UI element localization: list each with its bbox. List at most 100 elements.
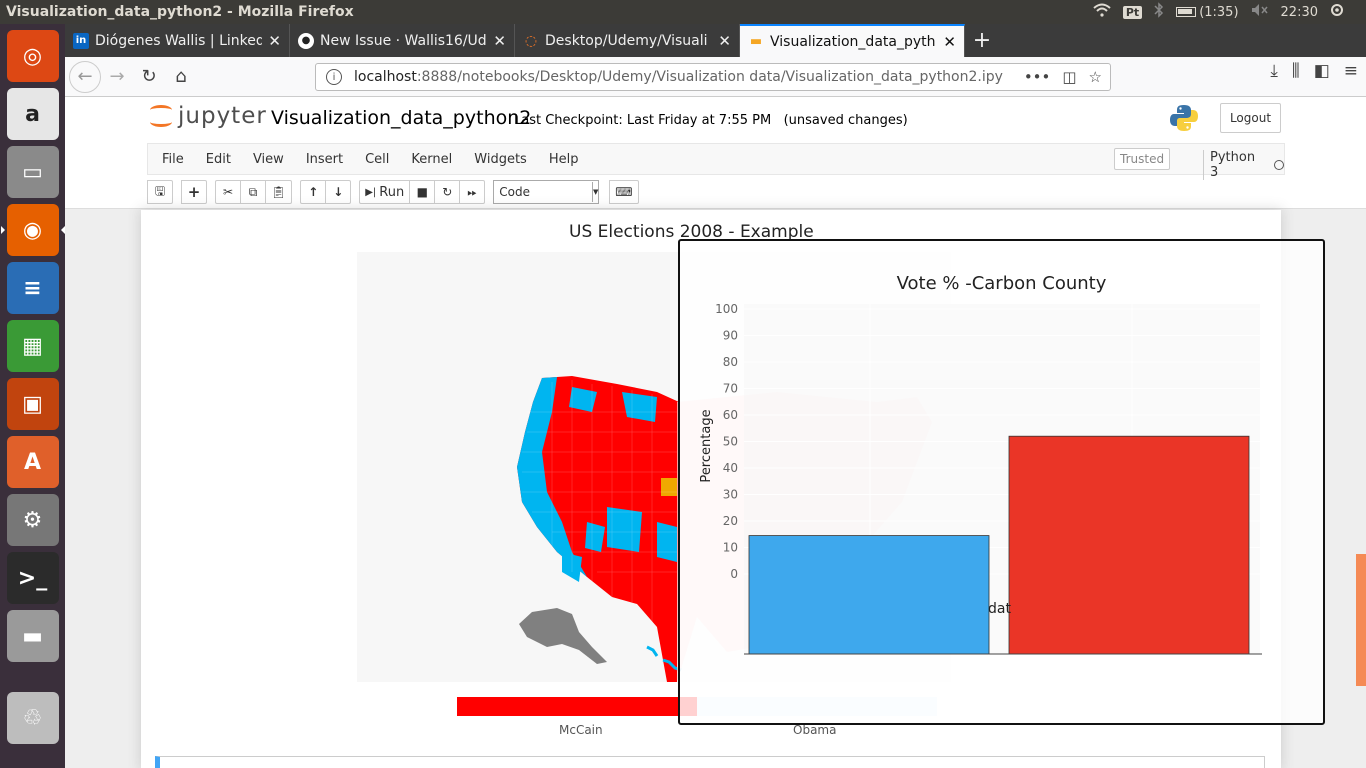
close-tab-icon[interactable]: ✕: [943, 32, 956, 51]
restart-button[interactable]: ↻: [434, 180, 461, 204]
launcher-calc-icon[interactable]: ▦: [6, 320, 59, 372]
tab-linkedin[interactable]: in Diógenes Wallis | Linked ✕: [65, 24, 290, 57]
menu-insert[interactable]: Insert: [305, 151, 344, 167]
map-alaska: [519, 608, 607, 664]
jupyter-icon: ◌: [524, 32, 538, 49]
map-orange-patch: [661, 478, 677, 496]
launcher-trash-icon[interactable]: ♲: [6, 692, 59, 744]
fast-forward-icon: ⏩︎: [467, 184, 478, 199]
volume-muted-icon[interactable]: [1251, 3, 1269, 21]
menu-edit[interactable]: Edit: [205, 151, 231, 167]
url-text[interactable]: localhost:8888/notebooks/Desktop/Udemy/V…: [354, 69, 1024, 85]
menu-help[interactable]: Help: [548, 151, 579, 167]
map-blue-patch-3: [607, 507, 642, 552]
toolbar-right: ⤓ ⫼ ◧ ≡: [1270, 61, 1358, 81]
url-bar[interactable]: i localhost:8888/notebooks/Desktop/Udemy…: [315, 63, 1111, 91]
jupyter-logo[interactable]: jupyter: [150, 103, 267, 129]
move-down-button[interactable]: ↓: [325, 180, 352, 204]
popup-chart-title: Vote % -Carbon County: [896, 273, 1107, 294]
power-gear-icon[interactable]: [1330, 3, 1344, 21]
interrupt-button[interactable]: ■: [409, 180, 436, 204]
launcher-disk-icon[interactable]: ▬: [6, 610, 59, 662]
jupyter-logo-text: jupyter: [178, 103, 267, 129]
battery-indicator[interactable]: (1:35): [1176, 5, 1239, 20]
y-tick-label: 70: [723, 382, 738, 396]
hamburger-menu-icon[interactable]: ≡: [1343, 61, 1358, 81]
kernel-name: Python 3: [1210, 150, 1256, 180]
clock[interactable]: 22:30: [1280, 4, 1318, 20]
bar-mccain: [1008, 435, 1250, 655]
bookmark-star-icon[interactable]: ☆: [1088, 68, 1102, 86]
scrollbar-thumb[interactable]: [1356, 554, 1366, 686]
keyboard-icon: ⌨: [615, 185, 633, 199]
site-info-icon[interactable]: i: [326, 69, 342, 85]
insert-cell-button[interactable]: +: [181, 180, 207, 204]
browser-nav-bar: ← → ↻ ⌂ i localhost:8888/notebooks/Deskt…: [65, 57, 1366, 97]
run-button[interactable]: ▶| Run: [359, 180, 411, 204]
home-button[interactable]: ⌂: [165, 61, 197, 93]
reload-icon: ↻: [141, 66, 157, 87]
cell-type-select[interactable]: Code ▼: [493, 180, 600, 204]
linkedin-icon: in: [73, 32, 89, 49]
tab-github-issue[interactable]: ● New Issue · Wallis16/Ude ✕: [290, 24, 515, 57]
back-button[interactable]: ←: [69, 60, 101, 93]
chevron-down-icon: ▼: [592, 182, 598, 202]
launcher-impress-icon[interactable]: ▣: [6, 378, 59, 430]
trusted-indicator[interactable]: Trusted: [1114, 148, 1171, 170]
colorbar-label-obama: Obama: [793, 723, 837, 737]
copy-button[interactable]: ⧉: [240, 180, 266, 204]
map-blue-patch-2: [622, 392, 657, 422]
wifi-icon[interactable]: [1093, 3, 1111, 21]
page-actions-icon[interactable]: •••: [1023, 68, 1051, 86]
menu-widgets[interactable]: Widgets: [474, 151, 527, 167]
tab-jupyter-tree[interactable]: ◌ Desktop/Udemy/Visuali ✕: [515, 24, 740, 57]
menu-view[interactable]: View: [252, 151, 284, 167]
tab-notebook[interactable]: ▬ Visualization_data_pyth ✕: [740, 24, 965, 57]
save-icon: 🖫: [154, 183, 166, 198]
cut-button[interactable]: ✂: [215, 180, 241, 204]
reload-button[interactable]: ↻: [133, 61, 165, 93]
home-icon: ⌂: [175, 66, 187, 87]
map-blue-patch-6: [562, 552, 582, 582]
y-tick-label: 20: [723, 514, 738, 528]
next-code-cell[interactable]: [155, 756, 1265, 768]
close-tab-icon[interactable]: ✕: [493, 31, 506, 50]
library-icon[interactable]: ⫼: [1291, 61, 1300, 81]
move-up-button[interactable]: ↑: [300, 180, 327, 204]
bar-obama: [748, 535, 990, 655]
save-button[interactable]: 🖫: [147, 180, 173, 204]
tab-label: New Issue · Wallis16/Ude: [320, 32, 488, 49]
arrow-up-icon: ↑: [308, 185, 319, 199]
launcher-ubuntu-dash-icon[interactable]: ◎: [6, 30, 59, 82]
launcher-terminal-icon[interactable]: >_: [6, 552, 59, 604]
launcher-amazon-icon[interactable]: a: [6, 88, 59, 140]
menu-cell[interactable]: Cell: [365, 151, 390, 167]
command-palette-button[interactable]: ⌨: [609, 180, 639, 204]
downloads-icon[interactable]: ⤓: [1270, 61, 1278, 81]
paste-button[interactable]: 📋︎: [265, 180, 293, 204]
launcher-settings-icon[interactable]: ⚙: [6, 494, 59, 546]
bluetooth-icon[interactable]: [1154, 2, 1164, 22]
hover-popup: Vote % -Carbon County 0 10 20 30 40 50 60 70 80 9…: [678, 239, 1325, 725]
forward-button[interactable]: →: [101, 61, 133, 93]
launcher-software-icon[interactable]: A: [6, 436, 59, 488]
logout-button[interactable]: Logout: [1220, 103, 1281, 133]
launcher-files-icon[interactable]: ▭: [6, 146, 59, 198]
menu-file[interactable]: File: [162, 151, 184, 167]
notebook-name[interactable]: Visualization_data_python2: [271, 107, 532, 129]
stop-icon: ■: [416, 185, 428, 199]
close-tab-icon[interactable]: ✕: [268, 31, 281, 50]
new-tab-button[interactable]: +: [972, 28, 992, 53]
checkpoint-status: Last Checkpoint: Last Friday at 7:55 PM …: [514, 113, 908, 128]
pocket-icon[interactable]: ◫: [1062, 68, 1077, 86]
launcher-writer-icon[interactable]: ≡: [6, 262, 59, 314]
launcher-firefox-icon[interactable]: ◉: [0, 204, 65, 256]
close-tab-icon[interactable]: ✕: [718, 31, 731, 50]
menu-kernel[interactable]: Kernel: [411, 151, 453, 167]
input-method-icon[interactable]: Pt: [1122, 5, 1143, 19]
sidebar-icon[interactable]: ◧: [1313, 61, 1330, 81]
url-path: :8888/notebooks/Desktop/Udemy/Visualizat…: [416, 69, 1003, 85]
restart-run-all-button[interactable]: ⏩︎: [459, 180, 486, 204]
restart-icon: ↻: [442, 185, 453, 199]
unsaved-text: (unsaved changes): [783, 113, 908, 128]
